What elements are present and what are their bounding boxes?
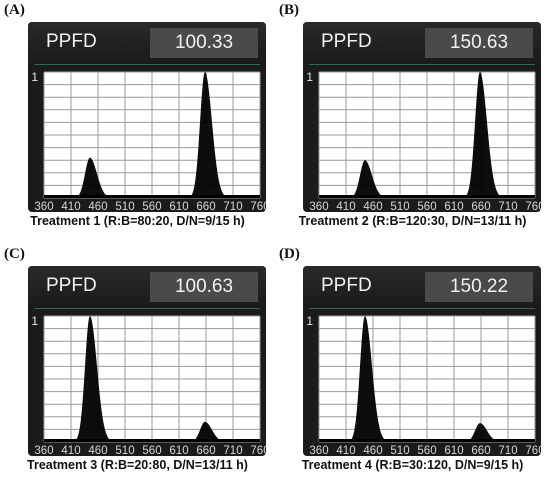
x-tick-label: 360 [309,201,328,212]
x-tick-label: 760 [525,201,541,212]
x-tick-label: 560 [142,201,161,212]
x-tick-label: 660 [196,201,215,212]
ppfd-label: PPFD [321,275,372,296]
spectral-peak [180,72,235,198]
y-tick-label: 1 [31,70,38,84]
header-divider [34,64,260,65]
x-tick-label: 760 [250,445,266,456]
x-tick-label: 610 [169,445,188,456]
y-tick-label: 1 [306,70,313,84]
spectral-peak [65,157,120,198]
x-tick-label: 760 [525,445,541,456]
ppfd-label: PPFD [321,31,372,52]
x-tick-label: 410 [61,201,80,212]
x-tick-label: 760 [250,201,266,212]
x-tick-label: 560 [417,201,436,212]
spectrum-chart: 1 360 410 460 510 560 610 660 710 760 [306,314,541,456]
spectrometer-display: PPFD 150.22 1 360 410 460 510 560 610 660 710 760 [303,266,541,456]
x-tick-label: 360 [309,445,328,456]
header-divider [309,64,535,65]
x-tick-label: 660 [471,445,490,456]
x-tick-label: 610 [169,201,188,212]
ppfd-label: PPFD [46,31,97,52]
header-divider [34,308,260,309]
x-tick-label: 510 [115,201,134,212]
x-tick-label: 510 [115,445,134,456]
ppfd-value-box: 150.22 [425,272,533,302]
spectral-peak [65,316,120,442]
x-tick-label: 510 [390,201,409,212]
ppfd-value-box: 100.33 [150,28,258,58]
ppfd-header: PPFD 150.22 [303,266,541,308]
spectrum-chart: 1 360 410 460 510 560 610 660 710 760 [31,70,266,212]
ppfd-value: 150.63 [449,32,509,53]
spectral-peak [340,316,395,442]
ppfd-value: 100.33 [174,32,234,53]
panel-d: (D) PPFD 150.22 1 360 410 460 510 560 610 660 71… [275,244,550,488]
spectrometer-display: PPFD 100.33 1 360 410 460 510 560 610 660 710 760 [28,22,266,212]
y-tick-label: 1 [31,314,38,328]
x-tick-label: 460 [88,445,107,456]
header-divider [309,308,535,309]
ppfd-value-box: 150.63 [425,28,533,58]
x-tick-label: 560 [142,445,161,456]
spectrum-baseline [44,439,260,442]
spectrum-chart: 1 360 410 460 510 560 610 660 710 760 [306,70,541,212]
x-tick-label: 560 [417,445,436,456]
panel-label: (D) [279,246,300,262]
treatment-caption: Treatment 3 (R:B=20:80, D/N=13/11 h) [27,458,248,472]
x-tick-label: 410 [336,445,355,456]
treatment-caption: Treatment 2 (R:B=120:30, D/N=13/11 h) [298,214,527,228]
x-tick-label: 710 [498,445,517,456]
treatment-caption: Treatment 4 (R:B=30:120, D/N=9/15 h) [301,458,524,472]
panel-b: (B) PPFD 150.63 1 360 410 460 510 560 610 660 71… [275,0,550,244]
x-tick-label: 710 [223,445,242,456]
spectrum-chart: 1 360 410 460 510 560 610 660 710 760 [31,314,266,456]
x-tick-label: 460 [363,201,382,212]
spectral-peak [180,421,235,442]
spectrum-baseline [319,195,535,198]
x-tick-label: 710 [223,201,242,212]
spectrometer-display: PPFD 150.63 1 360 410 460 510 560 610 660 710 760 [303,22,541,212]
ppfd-value-box: 100.63 [150,272,258,302]
x-tick-label: 410 [61,445,80,456]
spectrum-baseline [44,195,260,198]
spectrometer-display: PPFD 100.63 1 360 410 460 510 560 610 660 710 760 [28,266,266,456]
ppfd-header: PPFD 100.63 [28,266,266,308]
x-tick-label: 410 [336,201,355,212]
ppfd-header: PPFD 150.63 [303,22,541,64]
panel-a: (A) PPFD 100.33 1 360 410 460 510 560 610 660 71… [0,0,275,244]
x-tick-label: 610 [444,201,463,212]
spectral-peak [340,160,395,198]
x-tick-label: 460 [363,445,382,456]
ppfd-value: 100.63 [174,276,234,297]
spectral-peak [455,423,510,442]
panel-c: (C) PPFD 100.63 1 360 410 460 510 560 610 660 71… [0,244,275,488]
x-tick-label: 360 [34,445,53,456]
spectrum-baseline [319,439,535,442]
x-tick-label: 510 [390,445,409,456]
x-tick-label: 460 [88,201,107,212]
ppfd-value: 150.22 [449,276,509,297]
ppfd-header: PPFD 100.33 [28,22,266,64]
panel-label: (B) [279,2,299,18]
panel-label: (A) [4,2,25,18]
spectral-peak [455,72,510,198]
x-tick-label: 710 [498,201,517,212]
y-tick-label: 1 [306,314,313,328]
panel-label: (C) [4,246,25,262]
x-tick-label: 360 [34,201,53,212]
x-tick-label: 660 [196,445,215,456]
x-tick-label: 660 [471,201,490,212]
x-tick-label: 610 [444,445,463,456]
ppfd-label: PPFD [46,275,97,296]
treatment-caption: Treatment 1 (R:B=80:20, D/N=9/15 h) [30,214,245,228]
